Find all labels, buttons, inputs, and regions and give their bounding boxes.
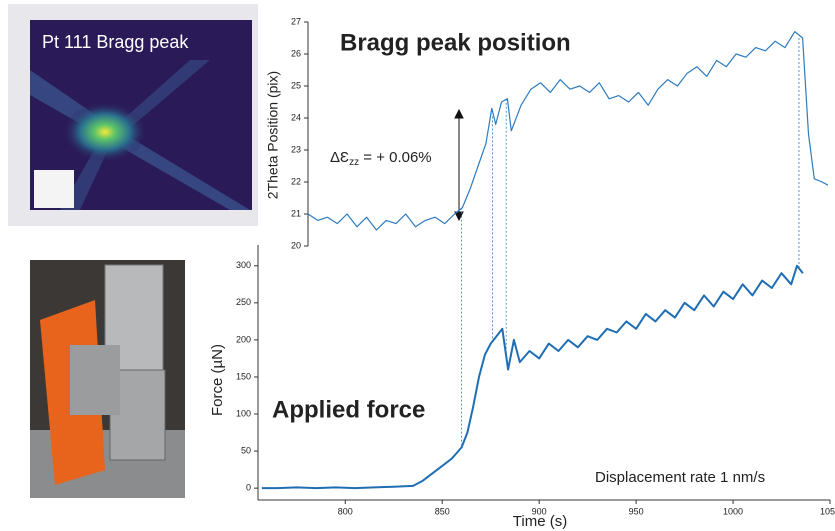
data-line — [261, 264, 804, 490]
x-axis-label: Time (s) — [513, 513, 567, 530]
strain-arrow — [454, 108, 464, 222]
x-tick-label: 900 — [532, 506, 547, 516]
y-tick-label: 200 — [236, 334, 251, 344]
y-tick-label: 300 — [236, 260, 251, 270]
y-tick-label: 250 — [236, 297, 251, 307]
y-tick-label: 27 — [291, 16, 301, 26]
y-tick-label: 26 — [291, 48, 301, 58]
upper-title: Bragg peak position — [340, 29, 571, 56]
upper-y-label: 2Theta Position (pix) — [265, 71, 281, 199]
strain-subscript: zz — [349, 157, 359, 168]
y-tick-label: 23 — [291, 144, 301, 154]
force-annotation: Applied force — [272, 396, 425, 423]
y-tick-label: 20 — [291, 240, 301, 250]
y-tick-label: 21 — [291, 208, 301, 218]
x-tick-label: 800 — [338, 506, 353, 516]
detector-image: Pt 111 Bragg peak — [8, 4, 258, 226]
y-tick-label: 0 — [246, 483, 251, 493]
instrument-photo — [30, 260, 185, 498]
y-tick-label: 150 — [236, 371, 251, 381]
rate-note: Displacement rate 1 nm/s — [595, 469, 765, 486]
x-tick-label: 950 — [629, 506, 644, 516]
x-tick-label: 1000 — [723, 506, 743, 516]
x-tick-label: 1050 — [820, 506, 835, 516]
detector-label: Pt 111 Bragg peak — [42, 32, 189, 52]
y-tick-label: 24 — [291, 112, 301, 122]
strain-text: = + 0.06% — [359, 149, 432, 166]
strain-symbol: ΔƐ — [330, 149, 349, 166]
y-tick-label: 100 — [236, 408, 251, 418]
y-tick-label: 22 — [291, 176, 301, 186]
force-y-label: Force (µN) — [209, 344, 226, 416]
y-tick-label: 50 — [241, 445, 251, 455]
x-tick-label: 850 — [435, 506, 450, 516]
y-tick-label: 25 — [291, 80, 301, 90]
data-line — [307, 31, 829, 231]
strain-annotation: ΔƐzz = + 0.06% — [330, 149, 432, 168]
